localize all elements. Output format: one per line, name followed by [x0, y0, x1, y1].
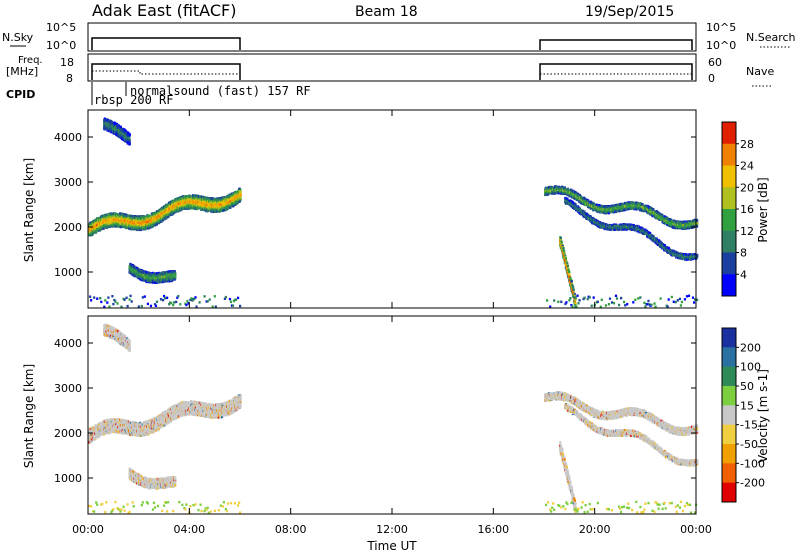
date-label: 19/Sep/2015 — [585, 4, 674, 20]
data-cell — [239, 190, 242, 193]
data-cell — [174, 275, 177, 279]
data-cell — [122, 221, 125, 225]
data-cell — [127, 222, 131, 225]
nave-tick-top: 60 — [708, 56, 722, 69]
data-cell — [120, 213, 124, 216]
data-cell — [133, 220, 136, 224]
data-cell — [98, 220, 101, 223]
data-cell — [141, 220, 144, 223]
nsky-panel-frame — [87, 22, 697, 52]
data-cell — [104, 220, 107, 224]
data-cell — [174, 272, 177, 275]
data-cell — [149, 226, 152, 229]
data-cell — [150, 223, 153, 226]
data-cell — [110, 223, 113, 227]
nsky-label: N.Sky — [2, 31, 34, 44]
freq-panel-frame — [87, 53, 697, 82]
nsearch-tick-top: 10^5 — [706, 21, 736, 34]
data-cell — [128, 143, 131, 146]
data-cell — [91, 232, 94, 236]
data-cell — [107, 212, 110, 216]
freq-tick-top: 18 — [60, 56, 74, 69]
data-cell — [119, 125, 122, 128]
data-cell — [124, 226, 127, 230]
nsky-tick-bottom: 10^0 — [46, 39, 76, 52]
data-cell — [145, 224, 148, 227]
data-cell — [126, 226, 129, 230]
data-cell — [130, 215, 133, 218]
data-cell — [145, 220, 148, 224]
data-cell — [99, 228, 102, 231]
data-cell — [107, 217, 110, 220]
freq-trace-2 — [539, 63, 693, 80]
data-cell — [122, 223, 125, 226]
data-cell — [107, 219, 110, 222]
data-cell — [120, 225, 123, 229]
data-cell — [116, 219, 119, 222]
data-cell — [148, 215, 151, 218]
power-heatmap — [88, 117, 699, 309]
data-cell — [146, 224, 149, 228]
data-cell — [128, 134, 131, 137]
data-cell — [148, 272, 151, 275]
data-cell — [117, 223, 120, 226]
data-cell — [88, 224, 91, 227]
data-cell — [92, 231, 95, 234]
data-cell — [94, 219, 97, 222]
data-cell — [126, 218, 129, 221]
cpid-entry-1: rbsp 200 RF — [94, 93, 173, 107]
data-cell — [137, 222, 140, 225]
data-cell — [115, 222, 118, 225]
nave-tick-bottom: 0 — [708, 72, 715, 85]
data-cell — [142, 215, 145, 219]
data-cell — [146, 226, 150, 230]
data-cell — [129, 218, 132, 222]
data-cell — [90, 228, 93, 232]
nsky-trace-2 — [539, 39, 693, 50]
nsky-tick-top: 10^5 — [46, 21, 76, 34]
beam-label: Beam 18 — [355, 4, 418, 20]
data-cell — [102, 227, 105, 230]
nsky-trace-1 — [91, 37, 241, 50]
data-cell — [124, 220, 127, 223]
data-cell — [119, 224, 122, 227]
data-cell — [143, 221, 146, 224]
data-cell — [114, 225, 117, 228]
data-cell — [95, 231, 98, 234]
data-cell — [239, 197, 242, 200]
nave-label: Nave — [746, 65, 774, 78]
nsearch-label: N.Search — [746, 31, 796, 44]
data-cell — [123, 225, 126, 228]
data-cell — [144, 219, 147, 223]
plot-title: Adak East (fitACF) — [92, 1, 236, 20]
cpid-label: CPID — [6, 88, 35, 101]
data-cell — [129, 220, 132, 223]
data-cell — [128, 140, 131, 143]
nsearch-tick-bottom: 10^0 — [706, 39, 736, 52]
data-cell — [145, 226, 148, 229]
freq-label: Freq. — [18, 55, 43, 66]
data-cell — [100, 220, 103, 223]
freq-trace-1 — [91, 63, 241, 80]
data-cell — [96, 222, 99, 225]
data-cell — [110, 218, 113, 221]
nave-trace-1 — [92, 70, 240, 75]
data-cell — [133, 219, 136, 222]
data-cell — [105, 222, 108, 226]
cpid-entry-2: normalsound (fast) 157 RF — [130, 84, 311, 98]
freq-tick-bottom: 8 — [66, 72, 73, 85]
data-cell — [107, 214, 110, 217]
freq-unit: [MHz] — [6, 65, 38, 78]
data-cell — [138, 219, 141, 222]
data-cell — [148, 217, 151, 220]
data-cell — [134, 218, 138, 222]
data-cell — [139, 228, 143, 231]
data-cell — [128, 227, 131, 230]
data-cell — [143, 215, 146, 218]
data-cell — [93, 223, 96, 226]
